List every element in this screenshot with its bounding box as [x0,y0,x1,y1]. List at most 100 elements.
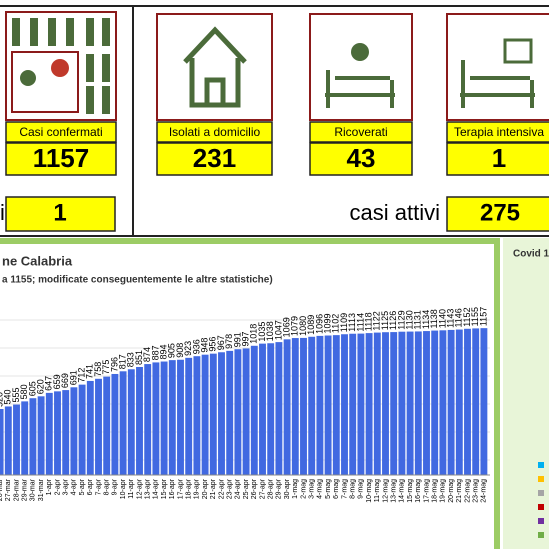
bar [13,404,20,475]
x-tick-label: 11-mag [374,479,381,502]
tile-label: Casi confermati [19,125,102,139]
data-label: 1080 [298,316,308,336]
label-box [446,121,549,143]
value-box [5,142,117,176]
bar [160,361,168,475]
bar [177,359,184,475]
bar [103,376,111,475]
tile-value: 231 [193,143,236,173]
bar [136,366,143,475]
bar [86,380,94,475]
data-label: 647 [44,376,54,391]
bar [349,333,357,475]
data-label: 1018 [249,324,259,344]
bar [45,392,53,475]
x-tick-label: 8-mag [350,479,357,499]
x-tick-label: 12-mag [382,479,389,503]
x-tick-label: 1-mag [292,479,299,499]
data-label: 580 [19,384,29,399]
x-tick-label: 27-mar [5,478,12,501]
active-label: casi attivi [350,200,440,225]
person-head [20,70,36,86]
bar [193,356,201,475]
bar [341,334,348,475]
bar [95,378,102,475]
x-tick-label: 23-apr [227,478,234,499]
data-label: 669 [60,373,70,388]
x-tick-label: 23-mag [473,479,480,503]
data-label: 1102 [331,314,341,333]
bar [119,371,127,475]
value-box [446,142,549,176]
bar [54,391,61,475]
chart-title: ne Calabria [2,253,73,268]
x-tick-label: 18-apr [186,478,193,499]
data-label: 605 [27,381,37,396]
value-box [309,142,413,176]
side-title: Covid 1 [513,249,549,260]
tile-value: 1 [53,199,66,226]
label-box [5,121,117,143]
bar [78,384,86,475]
bar [439,330,447,475]
bar [242,348,250,475]
bar [209,353,217,475]
data-label: 991 [232,332,242,347]
x-tick-label: 19-mag [440,479,447,503]
bar [406,331,414,475]
data-label: 1114 [355,313,365,332]
data-label: 741 [85,364,95,379]
data-label: 851 [134,350,144,365]
x-tick-label: 30-mar [30,478,37,501]
data-label: 1138 [429,309,439,328]
house-icon [183,26,247,108]
bar [21,401,29,475]
x-tick-label: 24-apr [235,478,242,499]
data-label: 1131 [413,310,423,329]
bar [472,328,480,475]
bar [308,336,316,475]
tile-value: 1157 [33,143,89,173]
x-tick-label: 19-apr [194,478,201,499]
bar [4,406,12,475]
x-tick-label: 8-apr [104,478,111,495]
x-tick-label: 14-apr [153,478,160,499]
data-label: 1096 [314,314,324,334]
x-tick-label: 11-apr [128,478,135,498]
data-label: 936 [191,339,201,354]
bar [185,357,193,475]
bar [373,332,381,475]
bar [390,332,398,475]
x-tick-label: 28-apr [268,478,275,499]
data-label: 1035 [257,322,267,342]
bar [300,337,307,475]
data-label: 978 [224,334,234,349]
x-tick-label: 3-mag [309,479,316,499]
data-label: 555 [11,388,21,403]
tile-label: Terapia intensiva [454,125,544,139]
bar [447,329,455,475]
tile-label: Isolati a domicilio [169,125,261,139]
x-tick-label: 20-mag [448,479,455,503]
side-legend [538,462,544,538]
data-label: 1126 [388,311,398,330]
label-box [309,121,413,143]
data-label: 923 [183,341,193,356]
x-tick-label: 3-apr [63,478,70,495]
tile-value: 43 [347,143,376,173]
bar [480,328,488,475]
data-label: 1143 [445,309,455,328]
value-box [156,142,273,176]
bar [70,387,78,475]
x-tick-label: 10-mag [366,479,373,503]
x-tick-label: 25-apr [243,478,250,499]
tile-value: 1 [492,143,506,173]
people-icon [12,18,110,114]
x-tick-label: 15-apr [161,478,168,499]
data-label: 887 [150,345,160,360]
bar [464,328,471,475]
data-label: 775 [101,360,111,375]
bar [267,343,275,475]
nurse-icon [351,43,369,61]
bar [414,331,422,475]
